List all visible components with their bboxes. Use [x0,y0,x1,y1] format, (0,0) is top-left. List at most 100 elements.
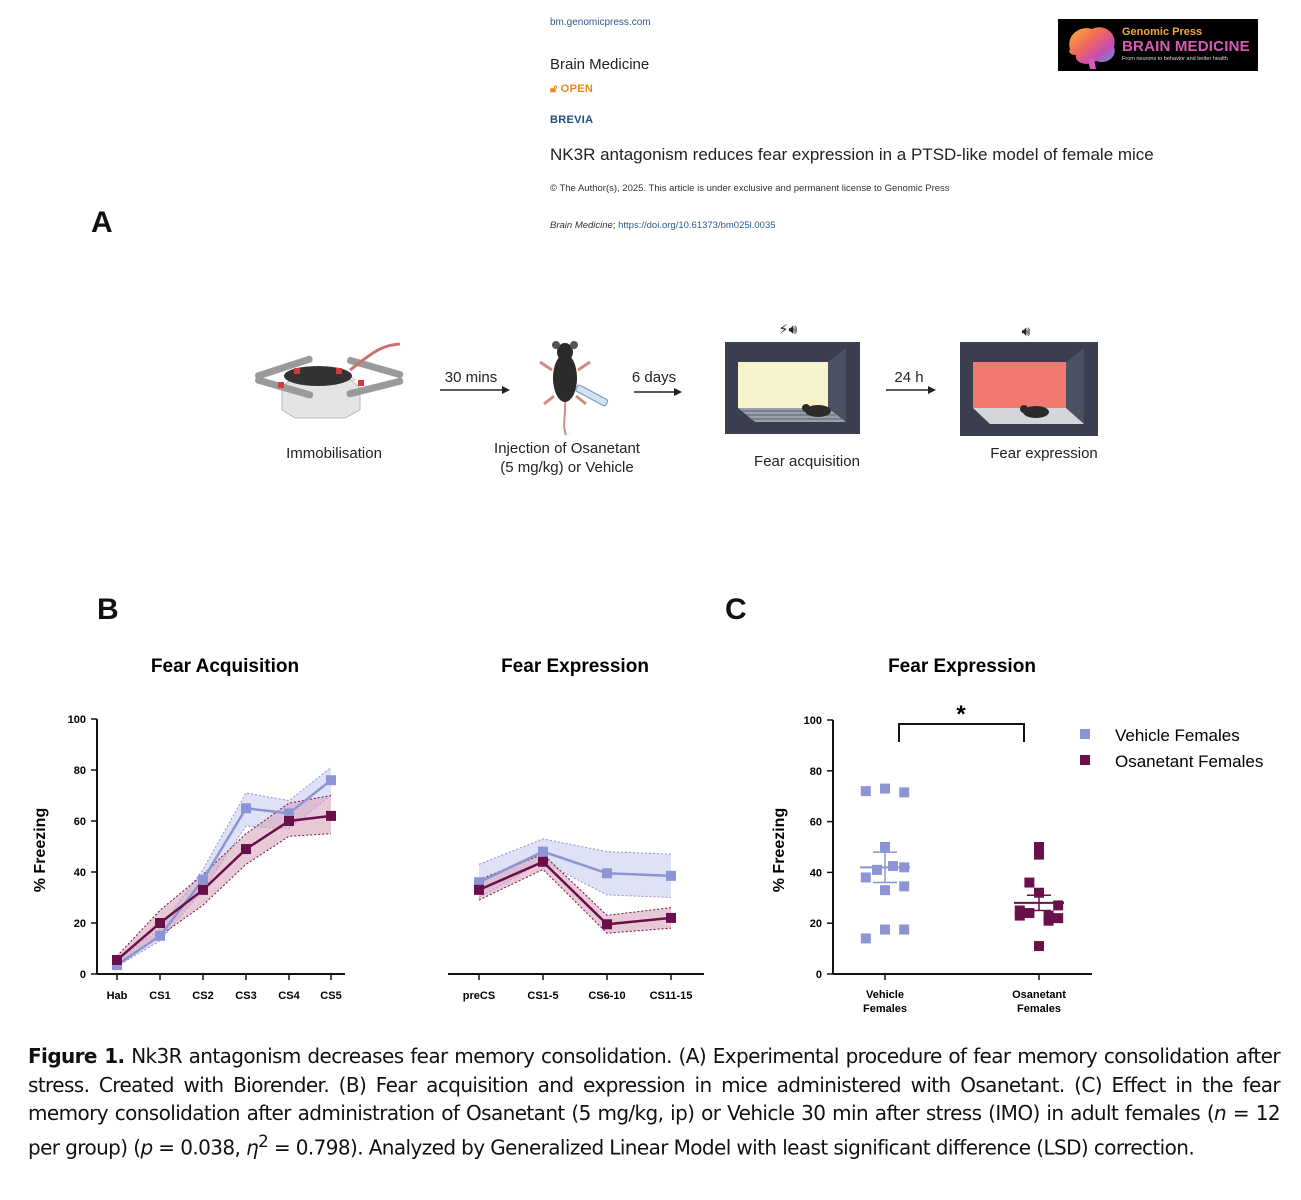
data-point-vehicle [860,786,871,797]
data-point-vehicle [538,846,548,857]
data-point-osanetant [112,954,122,965]
data-point-osanetant [538,856,548,867]
chart-fear-acquisition: Fear Acquisition % Freezing Hab CS1 CS2 CS3… [32,656,345,1002]
data-point-osanetant [1034,849,1044,860]
panel-c-letter: C [725,593,747,626]
logo-name: BRAIN MEDICINE [1122,38,1250,55]
y-tick-label: 0 [816,969,822,981]
error-band-vehicle [479,838,671,898]
y-tick-label: 100 [804,715,822,727]
journal-logo: Genomic Press BRAIN MEDICINE From neuron… [1058,19,1258,71]
y-tick-label: 60 [74,816,86,828]
data-point-osanetant [474,884,484,895]
caption-text-2: = 12 per group) ( [28,1101,1281,1160]
data-point-vehicle [880,842,890,852]
data-point-vehicle [155,930,165,941]
data-point-osanetant [284,816,294,826]
y-axis-label: % Freezing [32,808,49,892]
fear-expression-box-icon: 🔊︎ [960,323,1098,436]
data-point-vehicle [326,775,336,786]
data-point-osanetant [1024,877,1035,888]
data-point-vehicle [602,868,612,879]
significance-bracket [898,723,1025,742]
article-type: BREVIA [550,114,594,126]
panel-a-letter: A [91,206,113,239]
injection-mouse-icon [539,341,609,436]
doi-link[interactable]: https://doi.org/10.61373/bm025l.0035 [618,220,776,231]
journal-url[interactable]: bm.genomicpress.com [550,17,651,28]
data-point-vehicle [860,933,871,944]
x-tick-label: CS1 [149,990,170,1002]
data-point-vehicle [284,808,294,819]
data-point-vehicle [880,885,890,896]
article-title: NK3R antagonism reduces fear expression … [550,145,1154,164]
x-tick-label: Females [1017,1003,1061,1015]
step-fear-acquisition: Fear acquisition [754,453,860,470]
caption-text-1: Nk3R antagonism decreases fear memory co… [28,1044,1281,1125]
error-upper-osanetant [116,795,332,957]
data-point-osanetant [602,919,612,930]
chart-title-fear-acquisition: Fear Acquisition [151,656,299,677]
data-point-osanetant [198,884,208,895]
copyright-notice: © The Author(s), 2025. This article is u… [550,183,950,194]
shock-sound-icon: ⚡🔊︎ [779,321,798,337]
doi-line: Brain Medicine; https://doi.org/10.61373… [550,220,776,231]
x-tick-label: Hab [107,990,128,1002]
data-point-osanetant [1034,941,1044,952]
caption-text-3: = 0.038, [152,1135,246,1160]
arrow-3-label: 24 h [894,369,923,386]
step-injection-line1: Injection of Osanetant [494,440,641,457]
y-tick-label: 40 [810,867,822,879]
caption-label: Figure 1. [28,1044,125,1068]
x-tick-label: preCS [463,990,495,1002]
sound-icon: 🔊︎ [1022,323,1031,339]
caption-text-4: = 0.798). Analyzed by Generalized Linear… [268,1135,1195,1160]
data-point-osanetant [1043,910,1054,921]
data-point-vehicle [899,881,910,892]
logo-publisher: Genomic Press [1122,26,1203,38]
journal-name: Brain Medicine [550,56,650,73]
chart-fear-expression-lines: Fear Expression preCS CS1-5 CS6-10 CS11-15 [448,656,704,1002]
data-point-vehicle [880,783,890,794]
data-point-osanetant [1034,842,1044,852]
y-tick-label: 20 [810,918,822,930]
series-line-osanetant [116,814,332,961]
x-tick-label: Osanetant [1012,989,1066,1001]
series-line-vehicle [116,779,332,967]
panel-b-letter: B [97,593,119,626]
data-point-osanetant [1053,913,1064,924]
x-tick-label: CS1-5 [527,990,558,1002]
data-point-vehicle [198,874,208,885]
arrow-1-label: 30 mins [445,369,498,386]
x-tick-label: CS11-15 [650,990,693,1002]
data-point-vehicle [880,924,890,935]
charts-area: Fear Acquisition % Freezing Hab CS1 CS2 CS3… [32,656,1263,1015]
logo-tagline: From neurons to behavior and better heal… [1122,56,1228,62]
data-point-osanetant [666,912,676,923]
data-point-vehicle [899,924,910,935]
legend-label-osanetant: Osanetant Females [1115,752,1263,771]
caption-eta: η [246,1135,259,1160]
y-axis-label-c: % Freezing [771,808,788,892]
y-tick-label: 80 [810,766,822,778]
error-upper-osanetant [478,853,672,916]
data-point-osanetant [1043,915,1054,926]
x-tick-label: CS5 [320,990,341,1002]
y-tick-label: 80 [74,765,86,777]
data-point-osanetant [241,844,251,855]
data-point-vehicle [899,787,910,798]
x-tick-label: CS3 [235,990,256,1002]
series-line-vehicle [478,850,672,884]
figure-caption: Figure 1. Nk3R antagonism decreases fear… [28,1042,1281,1162]
data-point-vehicle [474,877,484,888]
data-point-osanetant [1034,887,1044,898]
data-point-vehicle [872,864,882,875]
step-fear-expression: Fear expression [990,445,1098,462]
doi-journal: Brain Medicine [550,220,613,231]
open-access-label: OPEN [560,83,594,95]
brain-logo-icon [1069,27,1115,69]
data-point-vehicle [860,872,871,883]
significance-star: * [956,701,966,728]
x-tick-label: Vehicle [866,989,904,1001]
y-tick-label: 20 [74,918,86,930]
